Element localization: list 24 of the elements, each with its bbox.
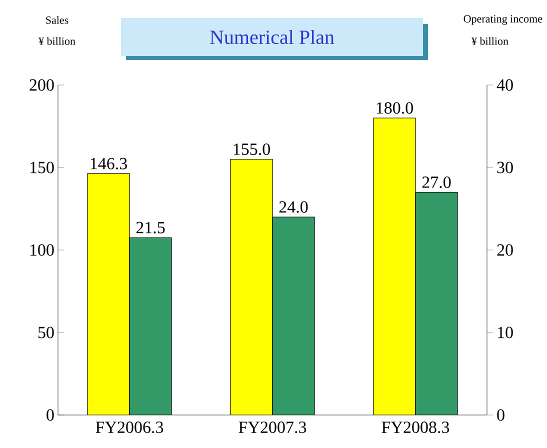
data-label: 155.0	[234, 144, 270, 156]
x-tick-label: FY2008.3	[382, 422, 450, 434]
text: Sales	[46, 16, 68, 24]
y-tick-label: 150	[30, 162, 54, 174]
chart-title: Numerical Plan	[210, 30, 334, 44]
data-label: 24.0	[279, 201, 308, 213]
x-tick-label: FY2007.3	[238, 422, 306, 434]
x-tick-label: FY2006.3	[96, 422, 164, 434]
text: ¥ billion	[472, 37, 508, 45]
y2-tick-label: 30	[497, 162, 513, 174]
data-label: 21.5	[136, 222, 165, 234]
y2-tick-label: 20	[497, 244, 513, 256]
y2-tick-label: 10	[498, 326, 513, 338]
data-label: 27.0	[422, 176, 451, 188]
y-tick-label: 0	[46, 409, 54, 421]
y-tick-label: 50	[38, 326, 54, 338]
data-label: 146.3	[90, 158, 127, 170]
y-tick-label: 200	[30, 79, 54, 91]
y2-tick-label: 0	[497, 409, 504, 421]
text: ¥ billion	[38, 37, 76, 45]
text: Operating income	[464, 15, 542, 25]
y2-tick-label: 40	[496, 79, 513, 91]
data-label: 180.0	[376, 102, 413, 114]
y-tick-label: 100	[30, 244, 54, 256]
